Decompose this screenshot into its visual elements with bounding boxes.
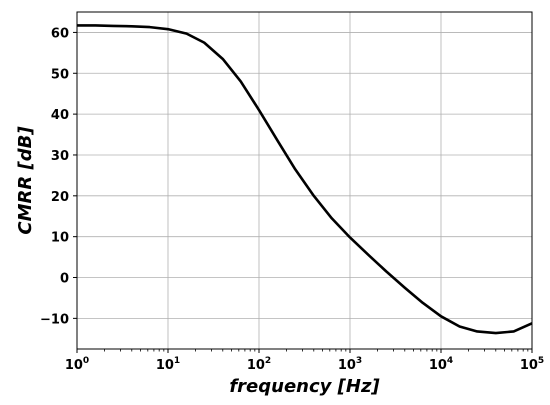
y-tick-label: 40 xyxy=(51,108,69,123)
x-tick-label: 105 xyxy=(520,356,544,373)
y-tick-label: 20 xyxy=(51,190,69,205)
y-tick-label: 30 xyxy=(51,149,69,164)
x-tick-label: 104 xyxy=(429,356,453,373)
x-tick-label: 101 xyxy=(156,356,180,373)
y-tick-label: 50 xyxy=(51,67,69,82)
x-axis-label: frequency [Hz] xyxy=(229,376,380,397)
plot-frame xyxy=(76,11,533,350)
y-tick-label: −10 xyxy=(40,312,69,327)
x-tick-label: 102 xyxy=(247,356,271,373)
x-tick-label: 103 xyxy=(338,356,362,373)
x-axis-ticks: 100 101 102 103 104 105 xyxy=(65,349,544,373)
y-axis-ticks: 60 50 40 30 20 10 0 −10 xyxy=(40,26,77,327)
y-tick-label: 10 xyxy=(51,231,69,246)
x-tick-label: 100 xyxy=(65,356,89,373)
y-tick-label: 60 xyxy=(51,26,69,41)
y-axis-label: CMRR [dB] xyxy=(15,126,36,235)
cmrr-series-line xyxy=(77,24,533,335)
y-tick-label: 0 xyxy=(60,272,69,287)
